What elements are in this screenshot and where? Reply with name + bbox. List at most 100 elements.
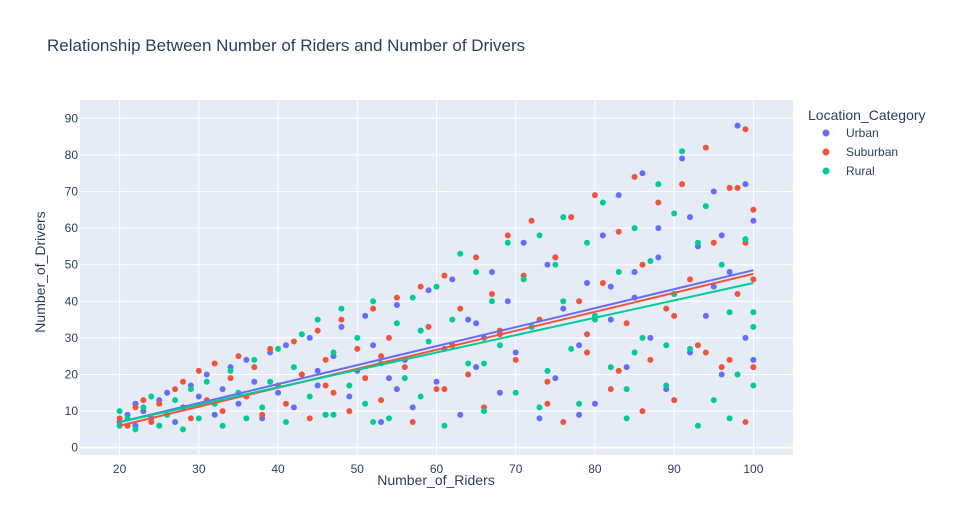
point-urban <box>203 371 210 378</box>
point-suburban <box>576 298 583 305</box>
x-tick-label: 90 <box>667 462 681 476</box>
point-suburban <box>552 254 559 261</box>
point-rural <box>330 411 337 418</box>
point-rural <box>417 327 424 334</box>
point-rural <box>750 382 757 389</box>
x-tick-label: 50 <box>351 462 365 476</box>
point-rural <box>671 210 678 217</box>
point-urban <box>607 283 614 290</box>
point-urban <box>679 155 686 162</box>
point-suburban <box>148 419 155 426</box>
point-rural <box>457 250 464 257</box>
point-suburban <box>694 342 701 349</box>
point-rural <box>496 342 503 349</box>
point-suburban <box>211 360 218 367</box>
point-urban <box>750 356 757 363</box>
point-rural <box>354 334 361 341</box>
point-rural <box>290 364 297 371</box>
point-suburban <box>639 408 646 415</box>
point-suburban <box>473 254 480 261</box>
point-rural <box>172 397 179 404</box>
point-urban <box>544 261 551 268</box>
x-axis-title: Number_of_Riders <box>377 472 495 488</box>
point-suburban <box>718 364 725 371</box>
point-suburban <box>584 349 591 356</box>
legend-marker-rural <box>822 167 830 175</box>
point-urban <box>425 287 432 294</box>
point-urban <box>655 225 662 232</box>
point-suburban <box>322 356 329 363</box>
point-suburban <box>433 386 440 393</box>
point-urban <box>488 269 495 276</box>
point-urban <box>560 305 567 312</box>
point-suburban <box>259 411 266 418</box>
point-rural <box>370 419 377 426</box>
point-suburban <box>591 192 598 199</box>
point-rural <box>623 415 630 422</box>
point-rural <box>734 371 741 378</box>
point-urban <box>243 356 250 363</box>
point-rural <box>370 298 377 305</box>
point-rural <box>568 345 575 352</box>
point-suburban <box>544 378 551 385</box>
point-suburban <box>140 397 147 404</box>
point-suburban <box>385 334 392 341</box>
point-urban <box>552 375 559 382</box>
point-suburban <box>441 272 448 279</box>
point-suburban <box>282 400 289 407</box>
point-rural <box>425 338 432 345</box>
point-urban <box>449 276 456 283</box>
point-rural <box>140 404 147 411</box>
point-rural <box>314 316 321 323</box>
x-tick-label: 60 <box>430 462 444 476</box>
point-suburban <box>710 239 717 246</box>
y-tick-label: 10 <box>65 404 79 418</box>
point-suburban <box>631 173 638 180</box>
point-suburban <box>702 349 709 356</box>
point-suburban <box>298 371 305 378</box>
point-rural <box>338 305 345 312</box>
point-suburban <box>465 371 472 378</box>
trendline-suburban <box>119 272 754 427</box>
y-tick-label: 0 <box>71 441 78 455</box>
legend-item-suburban[interactable]: Suburban <box>822 145 899 159</box>
point-suburban <box>314 327 321 334</box>
point-suburban <box>639 261 646 268</box>
y-tick-label: 40 <box>65 294 79 308</box>
x-tick-label: 80 <box>588 462 602 476</box>
y-tick-labels: 0 10 20 30 40 50 60 70 80 90 <box>65 111 79 454</box>
point-suburban <box>306 415 313 422</box>
point-urban <box>314 367 321 374</box>
point-urban <box>282 342 289 349</box>
point-suburban <box>544 400 551 407</box>
point-rural <box>417 393 424 400</box>
point-rural <box>275 345 282 352</box>
point-suburban <box>346 408 353 415</box>
point-urban <box>172 419 179 426</box>
point-rural <box>488 298 495 305</box>
point-rural <box>607 364 614 371</box>
point-suburban <box>663 305 670 312</box>
point-rural <box>346 382 353 389</box>
point-urban <box>647 334 654 341</box>
point-rural <box>330 349 337 356</box>
point-suburban <box>362 375 369 382</box>
point-rural <box>694 422 701 429</box>
point-urban <box>599 232 606 239</box>
point-rural <box>148 393 155 400</box>
point-urban <box>290 404 297 411</box>
point-rural <box>195 415 202 422</box>
point-suburban <box>393 294 400 301</box>
point-urban <box>473 320 480 327</box>
point-urban <box>251 378 258 385</box>
x-tick-label: 30 <box>192 462 206 476</box>
legend-item-urban[interactable]: Urban <box>822 126 879 140</box>
legend-item-rural[interactable]: Rural <box>822 164 875 178</box>
point-rural <box>655 181 662 188</box>
y-tick-label: 20 <box>65 367 79 381</box>
legend-label-urban: Urban <box>846 126 879 140</box>
point-urban <box>576 411 583 418</box>
point-rural <box>179 426 186 433</box>
point-rural <box>203 378 210 385</box>
point-suburban <box>750 364 757 371</box>
